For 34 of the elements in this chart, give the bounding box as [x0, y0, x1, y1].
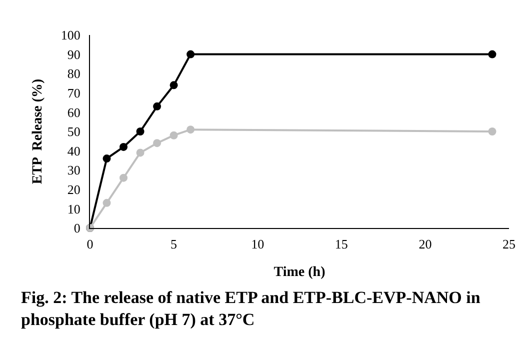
y-tick-label: 50 [67, 124, 80, 140]
caption: Fig. 2: The release of native ETP and ETP-BLC-EVP-NANO in phosphate buffer (pH 7) at 37°C [21, 288, 481, 330]
point [170, 131, 178, 140]
point [170, 81, 178, 90]
x-axis-title: Time (h) [274, 264, 326, 280]
point [102, 154, 111, 163]
point [488, 128, 496, 136]
y-tick-label: 20 [67, 182, 80, 197]
point [186, 50, 195, 58]
point [136, 128, 144, 136]
point [102, 198, 111, 207]
x-tick-label: 0 [86, 236, 94, 252]
y-tick-label: 70 [67, 85, 80, 100]
y-tick-label: 80 [67, 66, 80, 82]
y-tick-label: 40 [67, 143, 80, 158]
point [120, 142, 128, 151]
point [136, 148, 144, 157]
x-tick-label: 15 [334, 236, 348, 252]
y-tick-label: 90 [67, 46, 80, 62]
y-axis-title: ETP Release (%) [30, 78, 46, 184]
point [120, 174, 128, 182]
point [488, 50, 496, 58]
x-tick-label: 25 [502, 236, 516, 252]
x-tick-label: 10 [251, 236, 264, 252]
x-tick-label: 5 [170, 236, 178, 252]
point [186, 126, 195, 134]
y-tick-label: 30 [67, 162, 80, 178]
x-tick-label: 20 [418, 236, 432, 252]
y-tick-label: 60 [67, 104, 80, 120]
y-tick-label: 100 [60, 28, 80, 43]
y-tick-label: 10 [67, 201, 80, 216]
y-tick-label: 0 [74, 220, 80, 236]
point [153, 102, 162, 110]
point [153, 139, 162, 148]
